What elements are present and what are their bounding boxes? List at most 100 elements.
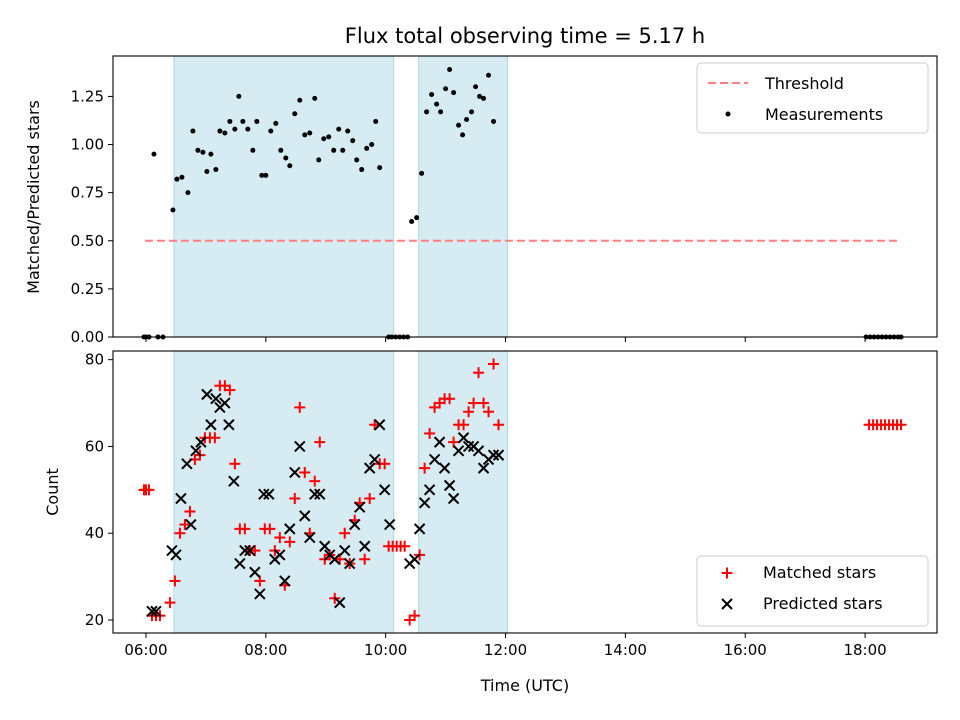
count-legend-box [696, 555, 929, 627]
matched-star-point-32 [294, 401, 306, 413]
predicted-star-point-38 [344, 557, 356, 570]
measurement-point-20 [236, 93, 242, 99]
measurement-point-50 [377, 165, 383, 171]
matched-star-point-19 [229, 458, 241, 470]
x-axis-label: Time (UTC) [480, 676, 569, 695]
matched-star-point-70 [478, 397, 490, 409]
ratio-y-tick-label-0: 0.00 [71, 328, 104, 346]
predicted-star-point-4 [175, 492, 187, 505]
count-x-tick-label-0: 06:00 [124, 641, 167, 659]
predicted-star-point-21 [258, 488, 270, 500]
predicted-star-point-39 [348, 518, 361, 531]
predicted-star-point-64 [487, 449, 500, 461]
ratio-x-ticks [145, 337, 866, 342]
count-panel: 06:00 08:00 10:00 12:00 14:00 16:00 18:00 20 40… [43, 350, 938, 695]
matched-star-point-45 [359, 553, 371, 565]
legend-predicted-label: Predicted stars [763, 594, 883, 613]
count-x-tick-label-6: 18:00 [843, 641, 886, 659]
count-x-tick-label-2: 10:00 [364, 641, 407, 659]
predicted-star-point-1 [150, 605, 162, 618]
predicted-star-point-14 [223, 419, 235, 431]
predicted-star-point-27 [289, 466, 301, 479]
predicted-star-point-18 [244, 544, 256, 557]
predicted-star-point-20 [254, 588, 266, 600]
predicted-star-point-31 [309, 488, 321, 500]
ratio-axes-frame [112, 55, 938, 338]
predicted-star-point-0 [146, 605, 158, 618]
predicted-star-point-65 [492, 449, 505, 461]
predicted-star-point-46 [383, 518, 396, 531]
legend-threshold-label: Threshold [764, 74, 844, 93]
matched-star-point-6 [164, 597, 176, 609]
measurement-point-65 [447, 66, 453, 72]
ratio-legend-box [696, 62, 929, 134]
matched-star-point-26 [264, 523, 276, 535]
count-x-tick-label-3: 12:00 [484, 641, 527, 659]
matched-star-point-64 [448, 436, 460, 448]
measurement-point-23 [250, 147, 256, 153]
measurement-point-73 [481, 95, 487, 101]
ratio-y-axis-label: Matched/Predicted stars [24, 100, 43, 294]
matched-star-point-66 [458, 419, 470, 431]
matched-star-point-69 [473, 367, 485, 379]
predicted-star-point-33 [319, 540, 331, 552]
predicted-star-point-52 [428, 453, 441, 466]
predicted-star-point-62 [477, 462, 490, 474]
measurement-point-31 [287, 163, 293, 169]
predicted-star-point-57 [452, 445, 465, 457]
predicted-star-point-8 [195, 436, 207, 448]
matched-star-point-35 [309, 475, 321, 487]
predicted-star-point-11 [210, 393, 222, 405]
measurement-point-42 [340, 147, 346, 153]
predicted-star-point-3 [170, 549, 182, 561]
measurement-point-69 [464, 117, 470, 123]
matched-star-point-56 [409, 610, 421, 622]
measurement-point-40 [331, 147, 337, 153]
measurement-point-27 [268, 128, 274, 134]
ratio-band-1 [418, 55, 509, 338]
legend-measurements-swatch [725, 111, 731, 117]
predicted-star-point-7 [190, 445, 202, 457]
measurement-point-10 [190, 128, 196, 134]
measurement-point-19 [232, 126, 238, 132]
measurement-point-74 [486, 72, 492, 78]
predicted-star-point-40 [353, 501, 366, 513]
predicted-star-point-19 [249, 566, 261, 578]
predicted-star-point-59 [462, 440, 475, 453]
measurement-point-41 [336, 126, 342, 132]
ratio-y-tick-label-4: 1.00 [71, 136, 104, 154]
predicted-star-point-32 [314, 488, 326, 500]
measurement-point-38 [321, 136, 327, 142]
matched-star-point-67 [463, 406, 475, 418]
predicted-star-point-44 [373, 419, 386, 431]
measurement-point-64 [443, 86, 449, 92]
matched-star-point-46 [364, 493, 376, 505]
matched-star-point-41 [339, 527, 351, 539]
measurement-point-25 [259, 172, 265, 178]
matched-star-point-59 [424, 427, 436, 439]
predicted-star-point-41 [358, 540, 371, 552]
predicted-star-point-43 [368, 453, 381, 466]
measurement-point-17 [222, 130, 228, 136]
count-y-axis-label: Count [43, 468, 62, 516]
measurement-point-59 [419, 170, 425, 176]
predicted-star-point-10 [205, 419, 217, 431]
measurement-point-14 [208, 151, 214, 157]
predicted-star-point-37 [339, 544, 351, 557]
matched-star-point-63 [444, 393, 456, 405]
matched-star-point-71 [483, 406, 495, 418]
matched-star-point-49 [379, 458, 391, 470]
legend-predicted-swatch [721, 598, 733, 610]
measurement-point-15 [213, 167, 219, 173]
predicted-star-point-49 [413, 523, 426, 535]
measurement-point-11 [195, 147, 201, 153]
measurement-point-29 [278, 147, 284, 153]
predicted-star-point-54 [438, 462, 451, 474]
predicted-star-point-55 [443, 479, 456, 492]
predicted-star-point-16 [234, 557, 246, 570]
measurement-point-62 [434, 101, 440, 107]
measurement-point-9 [185, 190, 191, 196]
predicted-star-point-17 [239, 544, 251, 557]
measurement-point-30 [283, 155, 289, 161]
